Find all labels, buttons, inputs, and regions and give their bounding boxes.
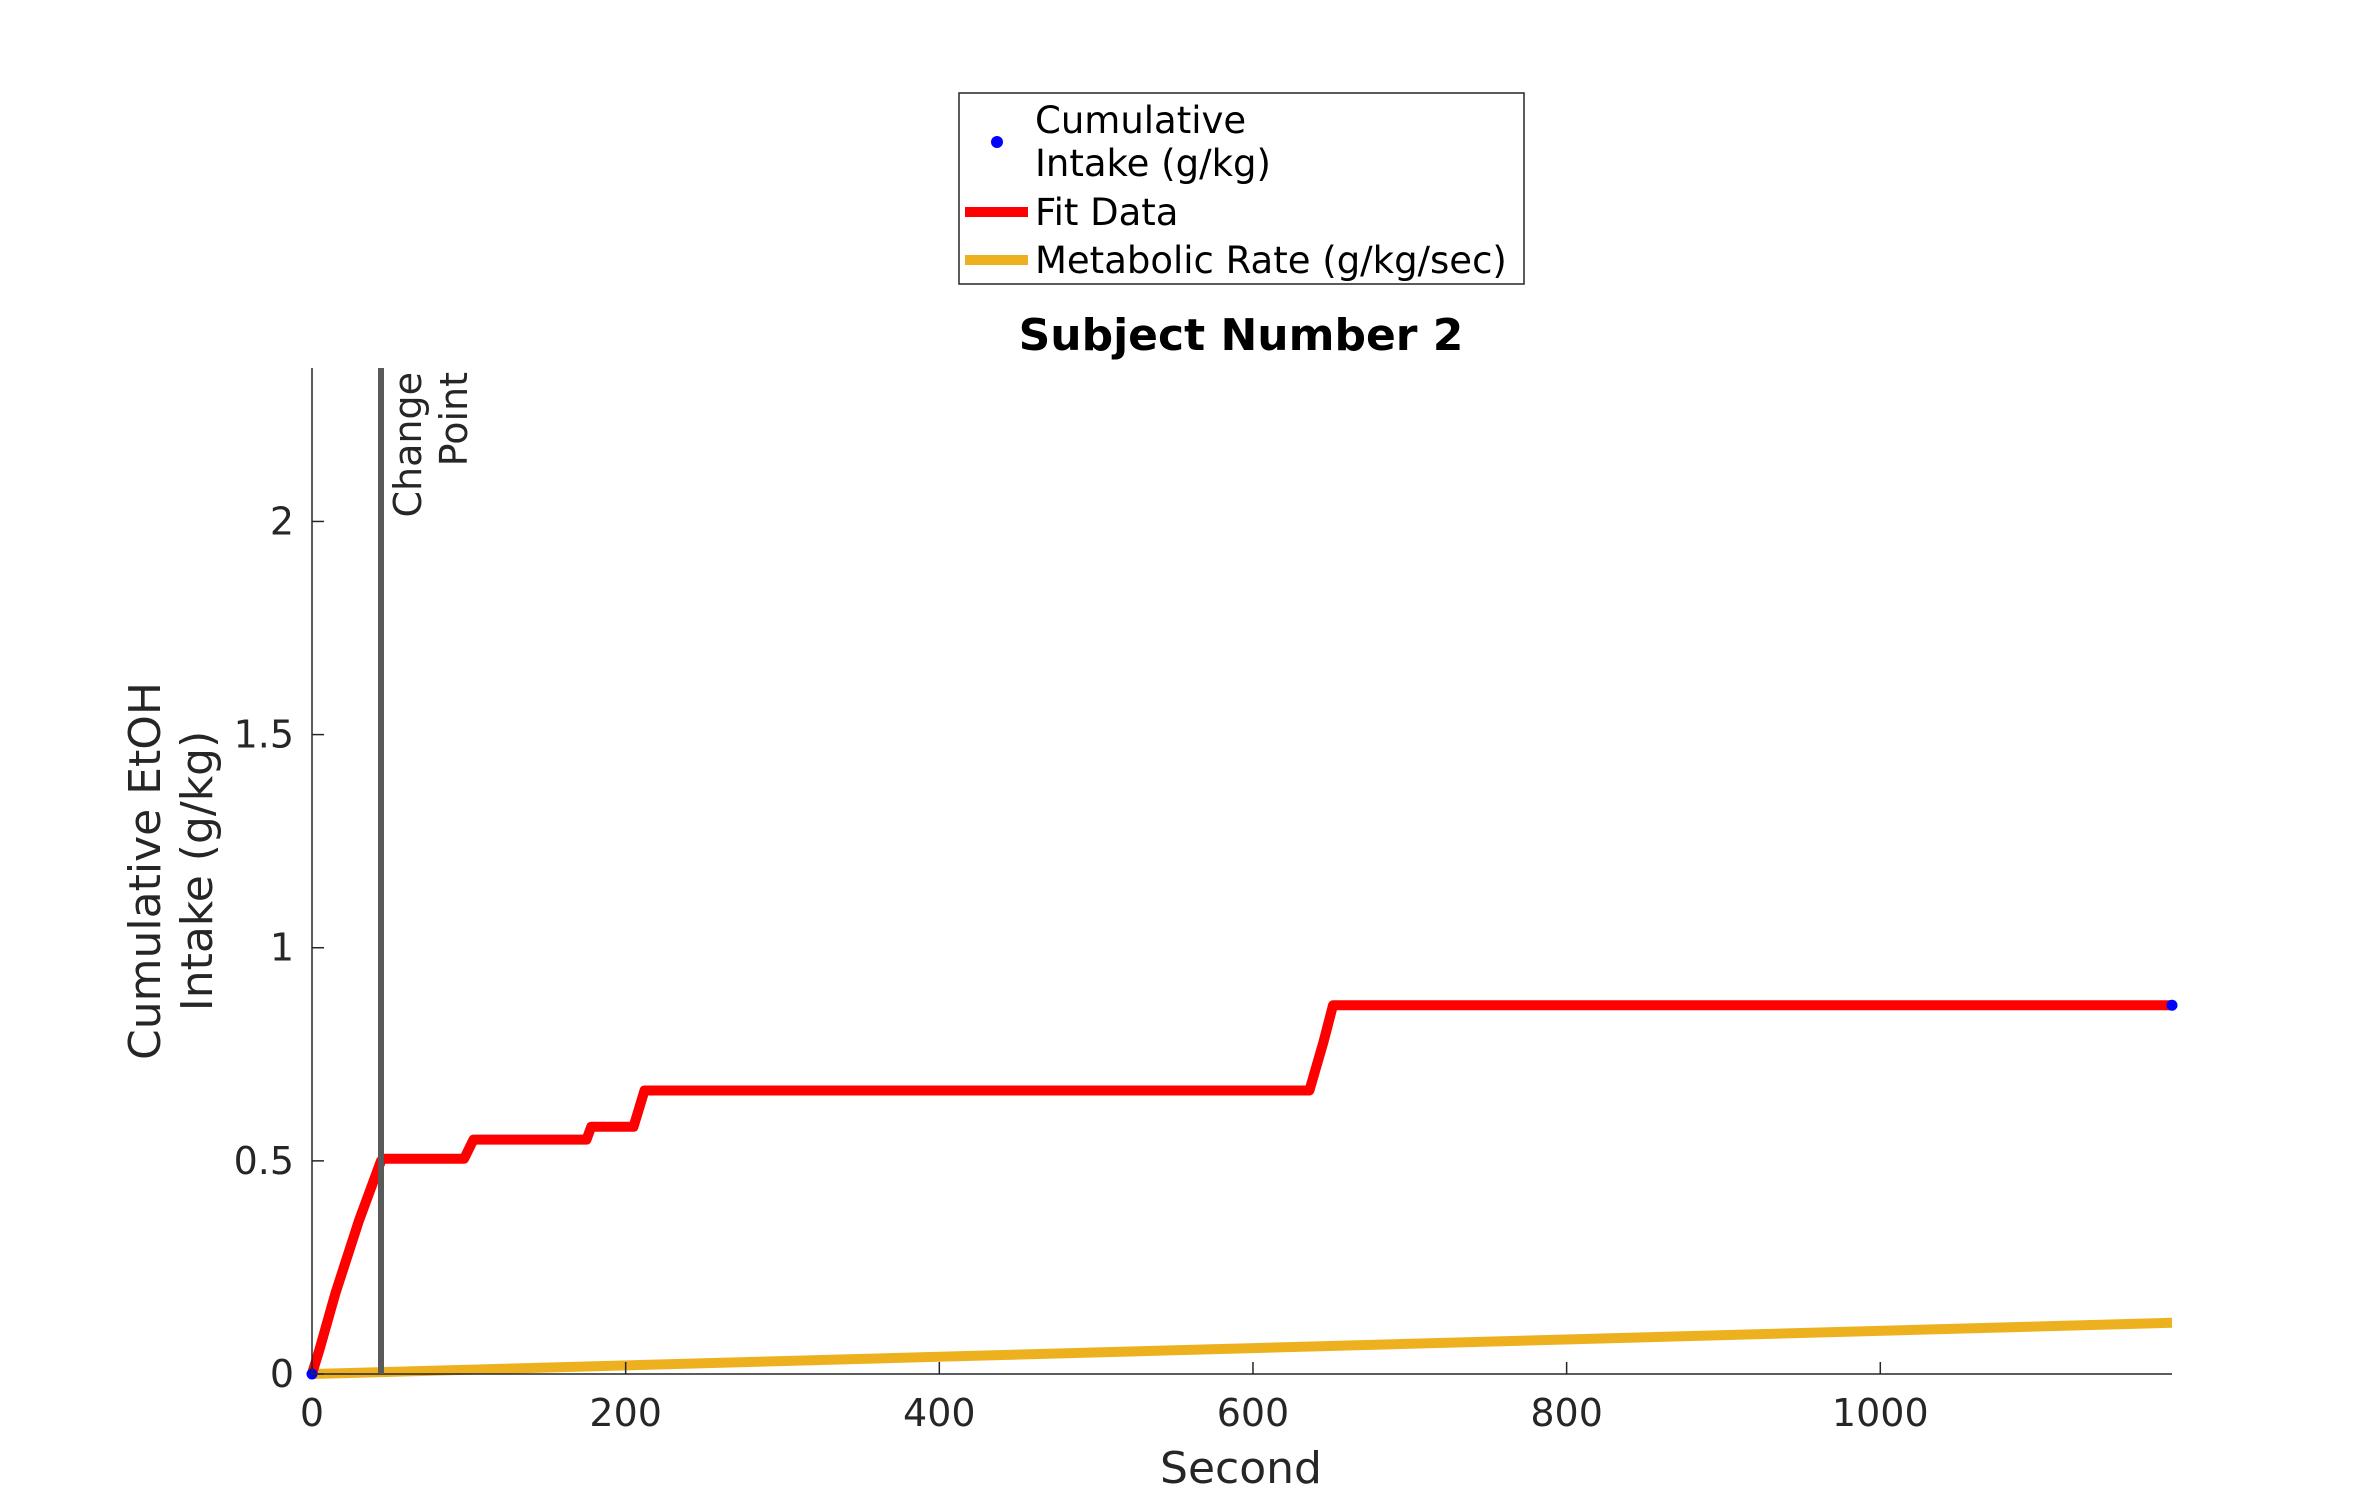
x-tick-label-4: 800 — [1530, 1391, 1603, 1435]
y-tick-label-2: 1 — [270, 926, 294, 970]
y-tick-label-3: 1.5 — [234, 713, 294, 757]
legend-label-cumulative-intake-line-1: Cumulative — [1035, 99, 1246, 142]
annotation-layer: Change Point — [378, 368, 476, 1374]
y-tick-label-1: 0.5 — [234, 1139, 294, 1183]
legend-label-cumulative-intake-line-2: Intake (g/kg) — [1035, 142, 1271, 185]
y-axis-label: Cumulative EtOH Intake (g/kg) — [120, 682, 223, 1060]
y-tick-label-0: 0 — [270, 1352, 294, 1396]
ticks-layer: 0 200 400 600 800 1000 0 0.5 1 1.5 2 — [234, 499, 1929, 1435]
series-line-fit-data — [307, 1000, 2172, 1376]
legend-label-fit-data: Fit Data — [1035, 191, 1178, 234]
y-axis-label-line-2: Intake (g/kg) — [172, 731, 223, 1012]
x-tick-label-0: 0 — [300, 1391, 324, 1435]
x-tick-label-1: 200 — [589, 1391, 662, 1435]
x-tick-label-3: 600 — [1217, 1391, 1290, 1435]
x-tick-label-2: 400 — [903, 1391, 976, 1435]
x-tick-label-5: 1000 — [1832, 1391, 1929, 1435]
legend-label-metabolic-rate: Metabolic Rate (g/kg/sec) — [1035, 239, 1507, 282]
x-axis-label: Second — [1160, 1443, 1322, 1492]
axes-layer — [311, 368, 2172, 1375]
series-line-metabolic-rate-g-kg-sec — [311, 1317, 2173, 1379]
legend-marker-cumulative-intake — [991, 136, 1003, 148]
series-point-cumulative-intake-g-kg-1 — [2166, 999, 2178, 1011]
change-point-label-line-1: Change — [386, 372, 430, 518]
y-axis-label-line-1: Cumulative EtOH — [120, 682, 171, 1060]
chart-title: Subject Number 2 — [1019, 310, 1464, 361]
legend: Cumulative Intake (g/kg) Fit Data Metabo… — [958, 92, 1525, 285]
change-point-label-line-2: Point — [432, 372, 476, 466]
change-point-label: Change Point — [386, 372, 476, 518]
y-tick-label-4: 2 — [270, 499, 294, 543]
legend-box — [958, 92, 1525, 285]
